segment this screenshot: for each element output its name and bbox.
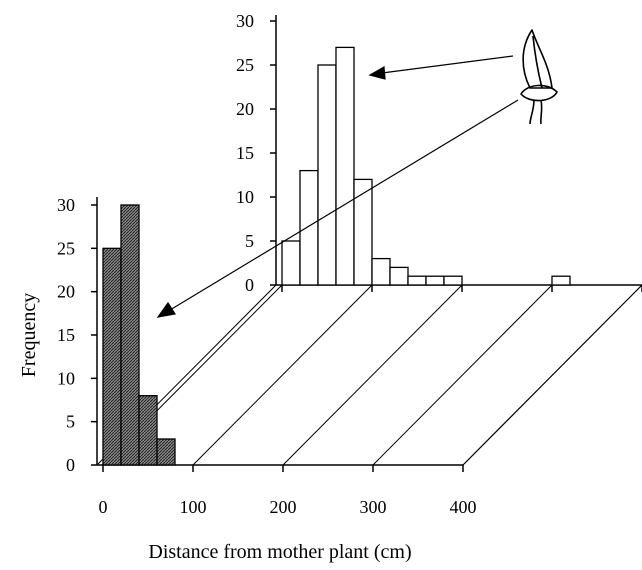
x-tick-label: 400 xyxy=(450,497,477,517)
back-histogram-bars xyxy=(281,46,571,286)
perspective-lines xyxy=(96,284,642,466)
perspective-line xyxy=(282,284,463,466)
arrow-head-front xyxy=(156,301,176,318)
annotation-arrows xyxy=(156,55,519,318)
y-tick-label: 0 xyxy=(245,275,254,295)
histogram-bar xyxy=(551,275,571,286)
y-tick-label: 15 xyxy=(236,143,254,163)
histogram-bar xyxy=(120,204,140,466)
x-tick-label: 100 xyxy=(180,497,207,517)
histogram-bar xyxy=(425,275,445,286)
front-histogram-tick-labels: 0 5 10 15 20 25 30 xyxy=(57,195,75,475)
histogram-bar xyxy=(102,247,122,466)
histogram-bar xyxy=(317,64,337,286)
arrow-to-front-histogram xyxy=(169,99,519,311)
y-tick-label: 20 xyxy=(57,282,75,302)
y-tick-label: 10 xyxy=(236,187,254,207)
perspective-line xyxy=(462,284,642,466)
y-tick-label: 15 xyxy=(57,325,75,345)
histogram-bar xyxy=(156,438,176,466)
seed-icon xyxy=(520,29,558,125)
histogram-bar xyxy=(443,275,463,286)
histogram-bar xyxy=(138,395,158,466)
y-tick-label: 25 xyxy=(236,55,254,75)
y-tick-label: 30 xyxy=(236,11,254,31)
histogram-bar xyxy=(371,257,391,286)
y-tick-label: 25 xyxy=(57,238,75,258)
histogram-bar xyxy=(335,46,355,286)
y-tick-label: 10 xyxy=(57,368,75,388)
front-histogram-bars xyxy=(102,204,176,466)
perspective-line xyxy=(192,284,373,466)
histogram-bar xyxy=(281,240,301,286)
x-tick-labels: 0 100 200 300 400 xyxy=(99,497,477,517)
arrow-to-back-histogram xyxy=(381,55,514,74)
arrow-head-back xyxy=(368,66,386,80)
y-axis-label: Frequency xyxy=(18,293,40,377)
back-histogram-tick-labels: 0 5 10 15 20 25 30 xyxy=(236,11,254,295)
x-tick-label: 300 xyxy=(360,497,387,517)
histogram-bar xyxy=(407,275,427,286)
histogram-bar xyxy=(389,266,409,286)
y-tick-label: 0 xyxy=(66,455,75,475)
perspective-line xyxy=(372,284,553,466)
y-tick-label: 5 xyxy=(66,412,75,432)
y-tick-label: 5 xyxy=(245,231,254,251)
x-tick-label: 200 xyxy=(270,497,297,517)
y-tick-label: 20 xyxy=(236,99,254,119)
x-axis-label: Distance from mother plant (cm) xyxy=(148,541,411,563)
y-tick-label: 30 xyxy=(57,195,75,215)
histogram-bar xyxy=(299,169,319,286)
x-tick-label: 0 xyxy=(99,497,108,517)
histogram-bar xyxy=(353,178,373,286)
